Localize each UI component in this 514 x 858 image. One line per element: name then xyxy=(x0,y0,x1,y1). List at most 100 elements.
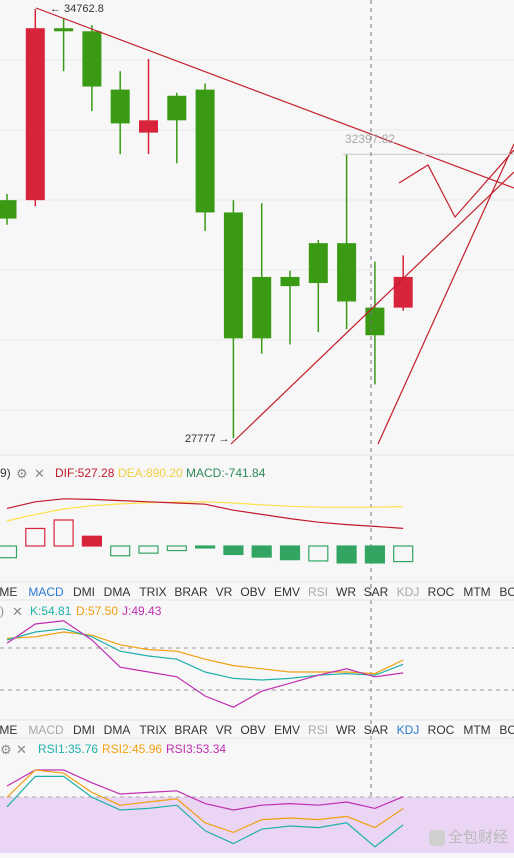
dea-line xyxy=(6,501,404,522)
watermark-text: 全包财经 xyxy=(447,829,508,846)
candle-body xyxy=(110,89,130,124)
k-value: K:54.81 xyxy=(30,604,72,618)
rsi2-value: RSI2:45.96 xyxy=(102,742,163,756)
indicator-tabs-1: IME MACD DMI DMA TRIX BRAR VR OBV EMV RSI WR SAR KDJ… xyxy=(0,582,514,602)
candle-body xyxy=(195,89,215,213)
high-label: ← 34762.8 xyxy=(50,3,104,15)
candle-body xyxy=(54,28,74,32)
tab-bo[interactable]: BO xyxy=(499,723,514,737)
dif-value: DIF:527.28 xyxy=(55,466,115,480)
macd-bar xyxy=(336,545,357,564)
tab-vr[interactable]: VR xyxy=(215,723,233,737)
macd-value: MACD:-741.84 xyxy=(186,466,266,480)
tab-mtm[interactable]: MTM xyxy=(463,585,491,599)
settings-icon[interactable]: ⚙ xyxy=(0,742,12,757)
macd-legend: 9) ⚙ ✕ DIF:527.28 DEA:890.20 MACD:-741.8… xyxy=(0,464,514,482)
tab-bo[interactable]: BO xyxy=(499,585,514,599)
candle-body xyxy=(0,200,17,219)
macd-bar xyxy=(223,545,244,556)
macd-bar xyxy=(53,519,74,547)
tab-vr[interactable]: VR xyxy=(215,585,233,599)
j-line xyxy=(6,620,404,708)
macd-bar xyxy=(195,545,216,549)
macd-bar xyxy=(0,545,18,559)
candle-body xyxy=(252,276,272,339)
tab-kdj[interactable]: KDJ xyxy=(396,723,420,737)
tab-roc[interactable]: ROC xyxy=(427,585,455,599)
macd-period-suffix: 9) xyxy=(0,466,11,480)
candle-body xyxy=(223,212,243,339)
dif-line xyxy=(6,498,404,529)
close-icon[interactable]: ✕ xyxy=(12,604,23,619)
tab-brar[interactable]: BRAR xyxy=(174,585,208,599)
macd-bar xyxy=(251,545,272,558)
macd-bar xyxy=(138,545,159,554)
macd-bar xyxy=(166,545,187,552)
tab-rsi[interactable]: RSI xyxy=(307,723,329,737)
tab-macd[interactable]: MACD xyxy=(28,723,64,737)
tab-roc[interactable]: ROC xyxy=(427,723,455,737)
candle-body xyxy=(337,243,357,302)
candle-body xyxy=(308,243,328,284)
tab-mtm[interactable]: MTM xyxy=(463,723,491,737)
d-value: D:57.50 xyxy=(76,604,119,618)
price-line-label: 32397.82 xyxy=(345,132,395,146)
kdj-legend: ) ✕ K:54.81 D:57.50 J:49.43 xyxy=(0,602,514,620)
macd-bar xyxy=(110,545,131,557)
low-label: 27777 → xyxy=(185,433,230,445)
indicator-tabs-2: IME MACD DMI DMA TRIX BRAR VR OBV EMV RSI WR SAR KDJ… xyxy=(0,720,514,740)
settings-icon[interactable]: ⚙ xyxy=(16,466,28,481)
rsi1-value: RSI1:35.76 xyxy=(38,742,99,756)
tab-dmi[interactable]: DMI xyxy=(73,723,95,737)
tab-rsi[interactable]: RSI xyxy=(307,585,329,599)
macd-bar xyxy=(81,535,103,547)
watermark-logo-icon xyxy=(428,830,445,847)
tab-wr[interactable]: WR xyxy=(336,723,356,737)
d-line xyxy=(6,631,404,675)
macd-bar xyxy=(308,545,329,562)
rsi2-line xyxy=(6,769,404,834)
tab-ime[interactable]: IME xyxy=(0,723,18,737)
tab-trix[interactable]: TRIX xyxy=(139,723,167,737)
trendline-lower xyxy=(230,171,514,445)
candle-body xyxy=(365,307,385,336)
rsi1-line xyxy=(6,775,404,848)
tab-dma[interactable]: DMA xyxy=(103,723,131,737)
dea-value: DEA:890.20 xyxy=(118,466,183,480)
candle-body xyxy=(280,276,300,287)
macd-bar xyxy=(364,545,385,564)
tab-sar[interactable]: SAR xyxy=(363,585,389,599)
tab-emv[interactable]: EMV xyxy=(273,723,301,737)
tab-kdj[interactable]: KDJ xyxy=(396,585,420,599)
trendline-inner xyxy=(377,143,514,445)
tab-emv[interactable]: EMV xyxy=(273,585,301,599)
macd-bar xyxy=(393,545,414,563)
candle-body xyxy=(167,95,187,121)
tab-dma[interactable]: DMA xyxy=(103,585,131,599)
rsi3-value: RSI3:53.34 xyxy=(166,742,227,756)
k-line xyxy=(6,628,404,681)
projection-path xyxy=(398,149,514,219)
macd-bar xyxy=(25,527,46,547)
tab-obv[interactable]: OBV xyxy=(240,723,266,737)
candle-body xyxy=(25,28,45,201)
rsi-legend: ⚙ ✕ RSI1:35.76 RSI2:45.96 RSI3:53.34 xyxy=(0,740,514,758)
close-icon[interactable]: ✕ xyxy=(34,466,45,481)
tab-dmi[interactable]: DMI xyxy=(73,585,95,599)
tab-macd[interactable]: MACD xyxy=(28,585,64,599)
watermark: 全包财经 xyxy=(428,826,508,847)
j-value: J:49.43 xyxy=(122,604,162,618)
tab-ime[interactable]: IME xyxy=(0,585,18,599)
macd-bar xyxy=(279,545,301,561)
close-icon[interactable]: ✕ xyxy=(16,742,27,757)
candle-body xyxy=(139,120,158,133)
trendline-upper xyxy=(35,7,514,189)
candle-body xyxy=(82,31,102,87)
tab-trix[interactable]: TRIX xyxy=(139,585,167,599)
tab-wr[interactable]: WR xyxy=(336,585,356,599)
tab-brar[interactable]: BRAR xyxy=(174,723,208,737)
tab-sar[interactable]: SAR xyxy=(363,723,389,737)
candle-body xyxy=(393,276,413,308)
tab-obv[interactable]: OBV xyxy=(240,585,266,599)
